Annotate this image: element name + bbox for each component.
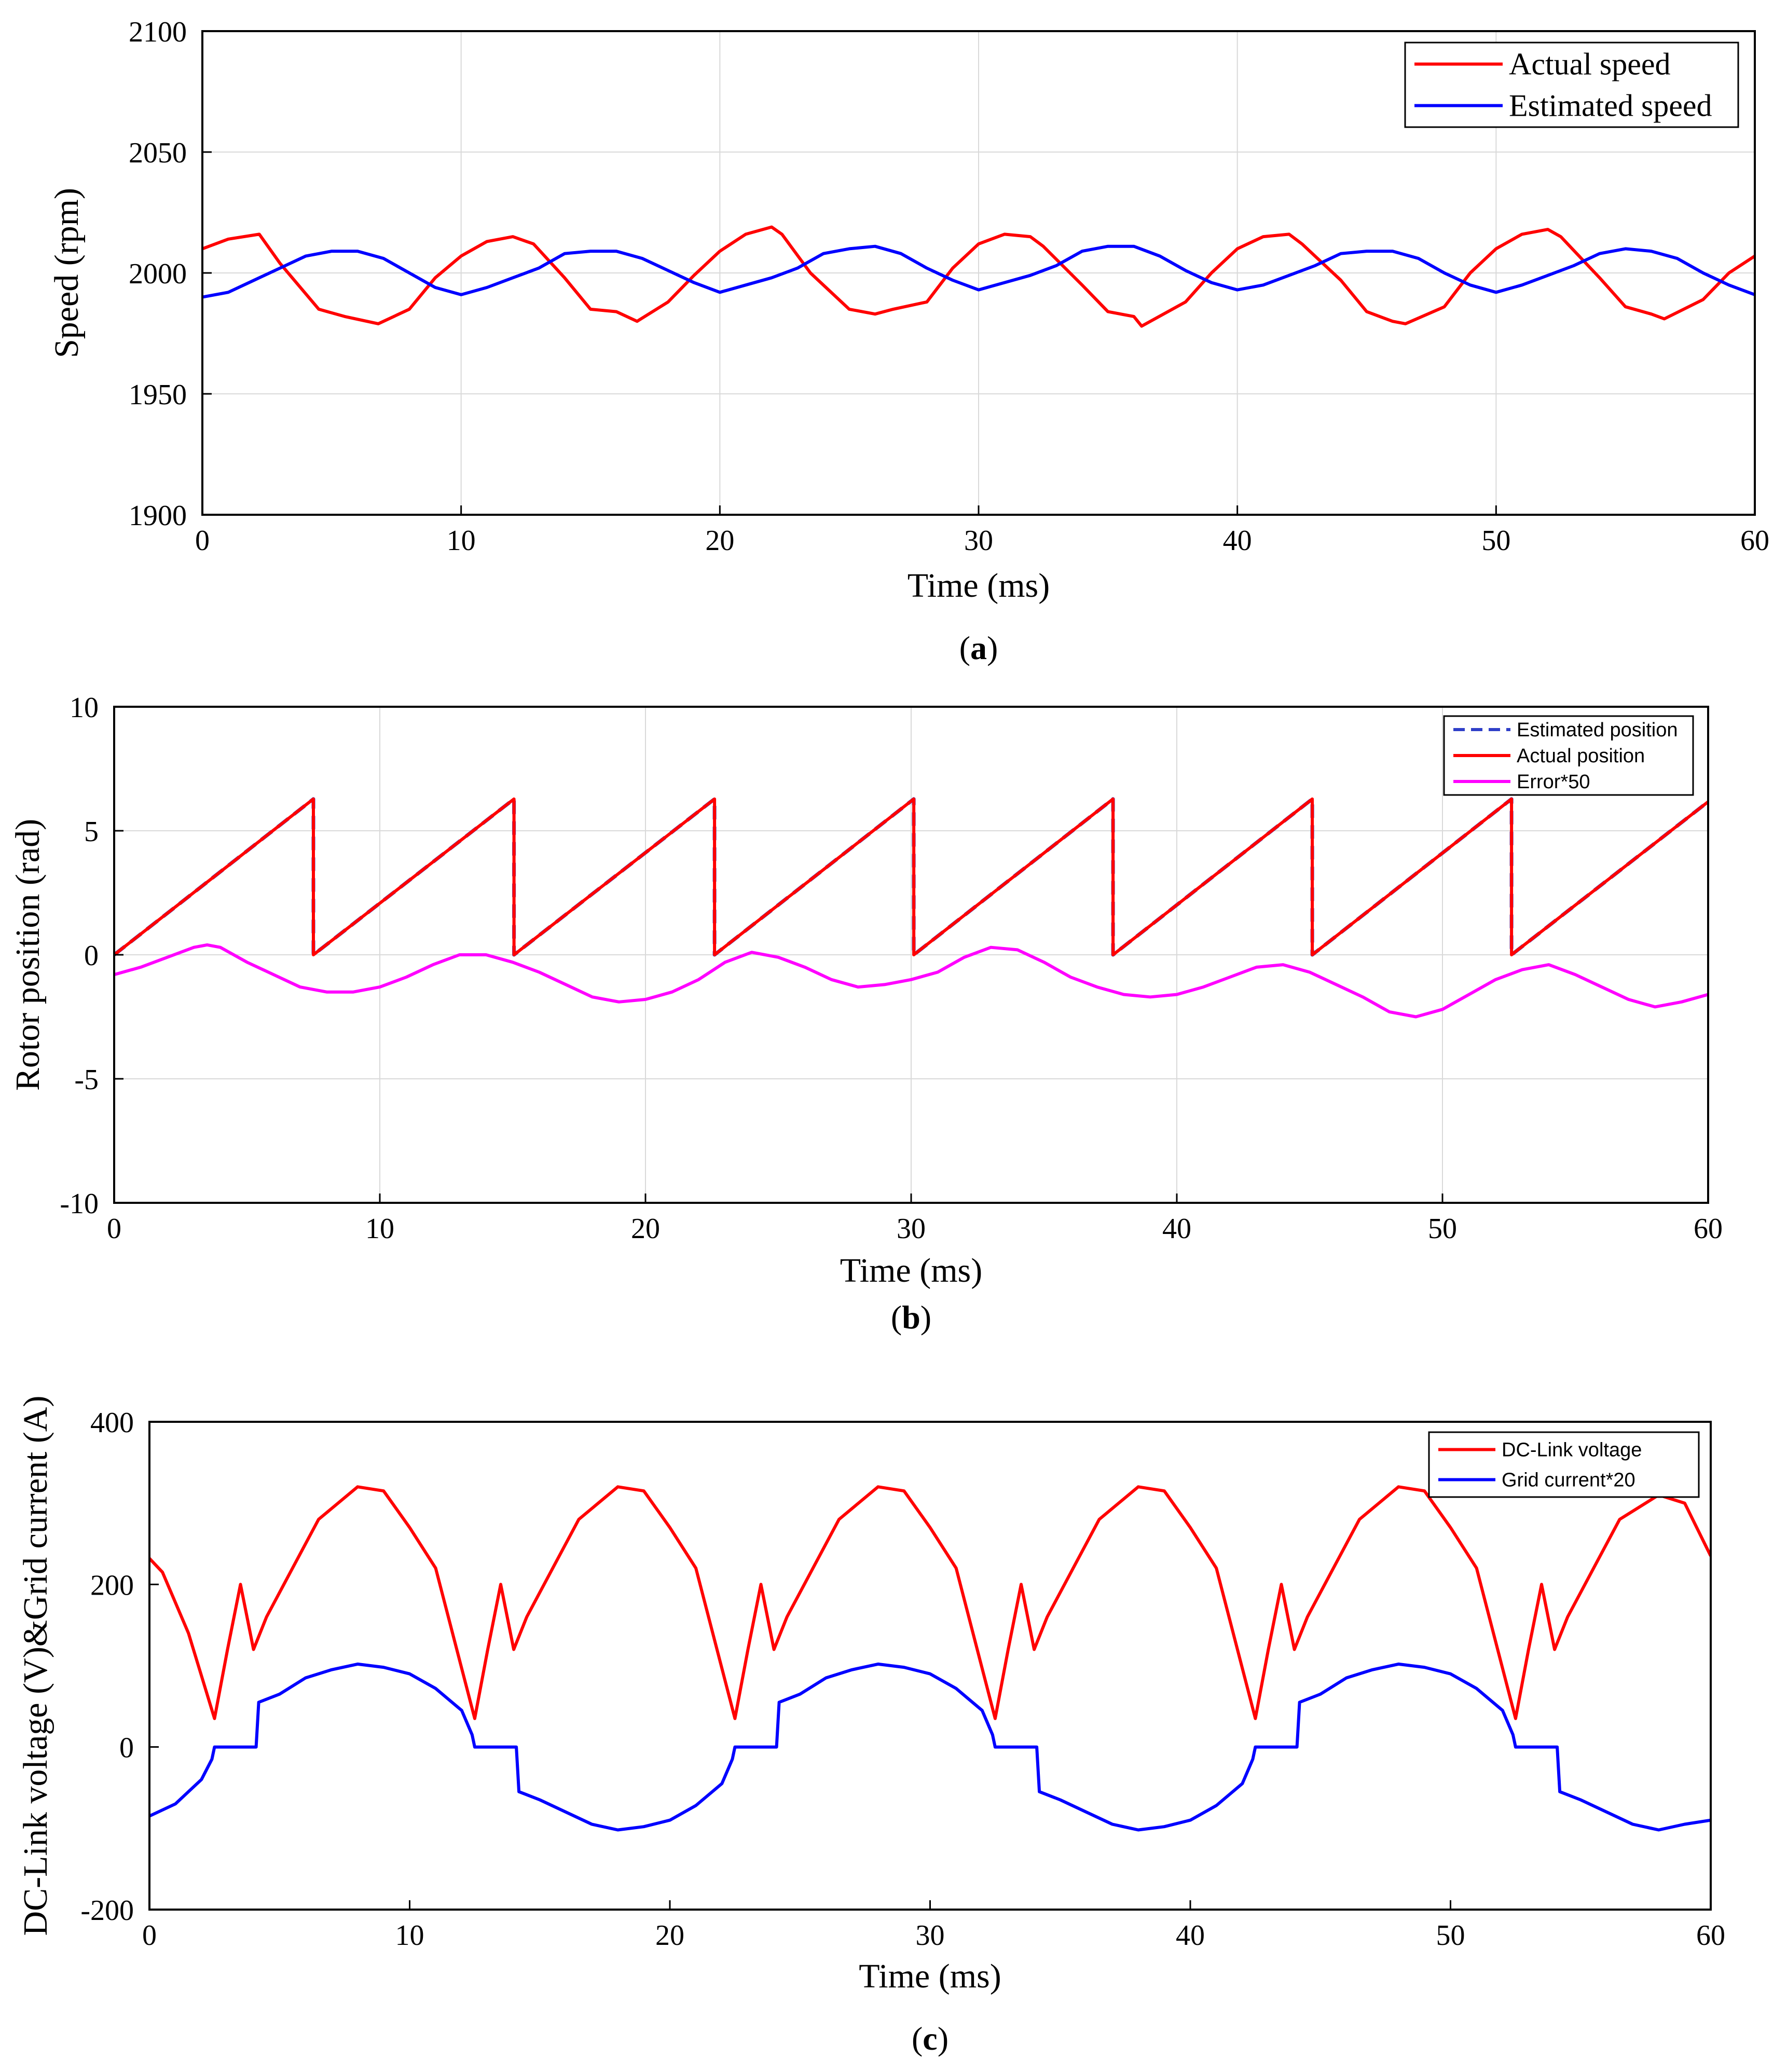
x-tick-label: 30 xyxy=(964,525,993,557)
series-line-actual-position xyxy=(114,797,1708,956)
x-axis-label: Time (ms) xyxy=(908,567,1050,605)
x-tick-label: 60 xyxy=(1740,525,1769,557)
x-axis-label: Time (ms) xyxy=(840,1252,982,1289)
x-tick-label: 30 xyxy=(897,1213,926,1245)
y-tick-label: 10 xyxy=(70,692,99,724)
y-tick-label: -200 xyxy=(80,1895,134,1927)
y-tick-label: -5 xyxy=(74,1064,99,1096)
x-tick-label: 10 xyxy=(395,1919,424,1952)
chart-panel-b: 0 10 20 30 40 50 60 -10 -5 0 5 10 Time (ms) Rotor pos… xyxy=(9,692,1723,1336)
y-tick-label: 0 xyxy=(119,1732,134,1764)
y-tick-label: 2100 xyxy=(129,16,187,48)
series-group xyxy=(114,797,1708,1019)
legend-label: Grid current*20 xyxy=(1502,1470,1635,1491)
x-tick-label: 0 xyxy=(142,1919,157,1952)
x-tick-label: 10 xyxy=(447,525,476,557)
legend-label: DC-Link voltage xyxy=(1502,1439,1642,1461)
x-tick-label: 50 xyxy=(1436,1919,1465,1952)
y-tick-label: 1950 xyxy=(129,379,187,411)
x-tick-label: 20 xyxy=(631,1213,660,1245)
series-line-estimated-speed xyxy=(202,244,1755,299)
x-tick-label: 10 xyxy=(365,1213,394,1245)
x-tick-label: 50 xyxy=(1428,1213,1457,1245)
x-axis-label: Time (ms) xyxy=(859,1957,1001,1995)
x-tick-label: 20 xyxy=(705,525,734,557)
x-tick-label: 40 xyxy=(1223,525,1252,557)
legend-label: Actual speed xyxy=(1509,47,1671,81)
legend-label: Estimated position xyxy=(1517,719,1678,741)
x-tick-label: 40 xyxy=(1162,1213,1191,1245)
x-tick-label: 60 xyxy=(1696,1919,1725,1952)
y-tick-label: 2000 xyxy=(129,258,187,290)
legend-label: Estimated speed xyxy=(1509,89,1712,123)
y-tick-label: -10 xyxy=(60,1188,99,1220)
x-tick-label: 50 xyxy=(1481,525,1510,557)
panel-caption: (a) xyxy=(959,629,998,666)
x-tick-label: 40 xyxy=(1176,1919,1205,1952)
legend: Actual speed Estimated speed xyxy=(1404,42,1739,128)
legend: DC-Link voltage Grid current*20 xyxy=(1428,1431,1700,1498)
panel-caption: (b) xyxy=(891,1299,931,1336)
series-group xyxy=(149,1485,1711,1832)
y-axis-label: Speed (rpm) xyxy=(48,188,86,358)
series-line-dc-link-voltage xyxy=(149,1485,1711,1720)
legend-box xyxy=(1428,1431,1700,1498)
series-line-grid-current-20 xyxy=(149,1662,1711,1832)
y-tick-label: 1900 xyxy=(129,500,187,532)
x-tick-label: 30 xyxy=(916,1919,945,1952)
series-line-actual-speed xyxy=(202,225,1755,328)
y-tick-label: 0 xyxy=(84,940,99,972)
legend-label: Actual position xyxy=(1517,745,1645,767)
y-axis-label: Rotor position (rad) xyxy=(9,819,47,1091)
legend-box xyxy=(1404,42,1739,128)
x-tick-label: 60 xyxy=(1694,1213,1723,1245)
panel-caption: (c) xyxy=(912,2020,949,2057)
chart-panel-a: 0 10 20 30 40 50 60 1900 1950 2000 2050 2100 Time (m… xyxy=(48,16,1769,666)
y-tick-label: 400 xyxy=(90,1407,134,1439)
y-axis-label: DC-Link voltage (V)&Grid current (A) xyxy=(17,1395,54,1936)
x-tick-label: 0 xyxy=(107,1213,121,1245)
x-tick-label: 0 xyxy=(195,525,210,557)
y-tick-label: 5 xyxy=(84,816,99,848)
legend: Estimated position Actual position Error*5… xyxy=(1443,715,1694,796)
legend-label: Error*50 xyxy=(1517,771,1590,793)
y-tick-label: 200 xyxy=(90,1569,134,1601)
series-group xyxy=(202,225,1755,328)
x-tick-label: 20 xyxy=(655,1919,684,1952)
y-tick-label: 2050 xyxy=(129,137,187,169)
series-line-error-50 xyxy=(114,943,1708,1019)
